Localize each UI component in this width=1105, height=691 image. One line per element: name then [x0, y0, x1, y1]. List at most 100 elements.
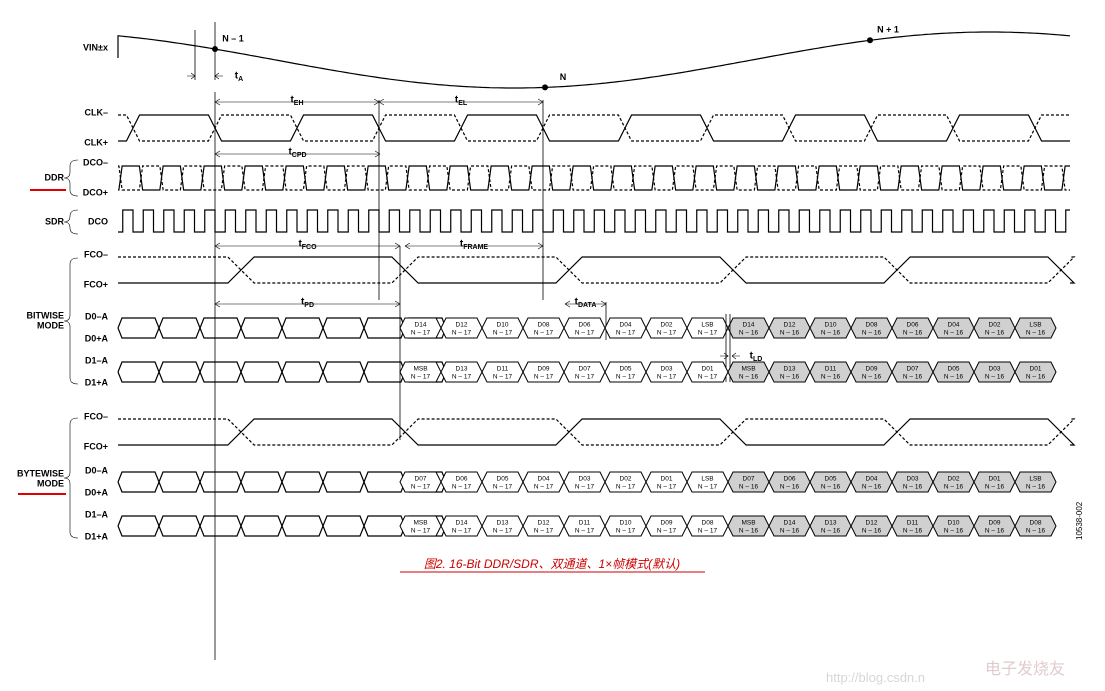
svg-text:D13: D13: [784, 366, 796, 373]
svg-text:N – 16: N – 16: [862, 330, 882, 337]
svg-text:D14: D14: [456, 520, 468, 527]
svg-text:N – 17: N – 17: [698, 484, 718, 491]
svg-text:DCO+: DCO+: [83, 187, 108, 197]
svg-text:N – 16: N – 16: [903, 374, 923, 381]
svg-text:D09: D09: [661, 520, 673, 527]
svg-text:D12: D12: [866, 520, 878, 527]
svg-text:tA: tA: [235, 71, 243, 83]
svg-text:MSB: MSB: [413, 520, 427, 527]
svg-text:DCO–: DCO–: [83, 157, 108, 167]
svg-text:CLK+: CLK+: [84, 137, 108, 147]
svg-text:N – 16: N – 16: [739, 330, 759, 337]
svg-text:N – 17: N – 17: [411, 484, 431, 491]
svg-text:D05: D05: [948, 366, 960, 373]
svg-text:LSB: LSB: [1029, 322, 1041, 329]
svg-text:N – 17: N – 17: [616, 374, 636, 381]
svg-text:N – 16: N – 16: [903, 484, 923, 491]
svg-text:N – 17: N – 17: [411, 528, 431, 535]
svg-text:BITWISE: BITWISE: [27, 310, 65, 320]
svg-text:D02: D02: [620, 476, 632, 483]
svg-text:N – 16: N – 16: [739, 374, 759, 381]
svg-text:N – 17: N – 17: [493, 528, 513, 535]
svg-text:N – 16: N – 16: [780, 484, 800, 491]
svg-text:tFRAME: tFRAME: [460, 239, 489, 251]
svg-text:N – 17: N – 17: [534, 374, 554, 381]
svg-text:D08: D08: [866, 322, 878, 329]
svg-text:D03: D03: [579, 476, 591, 483]
svg-text:N – 16: N – 16: [821, 528, 841, 535]
svg-text:D06: D06: [907, 322, 919, 329]
svg-text:D13: D13: [497, 520, 509, 527]
svg-text:tFCO: tFCO: [298, 239, 317, 251]
svg-text:D01: D01: [1030, 366, 1042, 373]
svg-text:N – 17: N – 17: [657, 484, 677, 491]
svg-text:N – 17: N – 17: [616, 330, 636, 337]
svg-text:N – 16: N – 16: [780, 374, 800, 381]
svg-text:N – 16: N – 16: [1026, 484, 1046, 491]
svg-text:D13: D13: [825, 520, 837, 527]
svg-text:N – 16: N – 16: [1026, 528, 1046, 535]
svg-text:N – 17: N – 17: [616, 484, 636, 491]
svg-text:DCO: DCO: [88, 216, 108, 226]
svg-text:N – 17: N – 17: [534, 330, 554, 337]
svg-text:D06: D06: [579, 322, 591, 329]
svg-text:N – 16: N – 16: [739, 528, 759, 535]
svg-text:FCO–: FCO–: [84, 411, 108, 421]
svg-text:N – 17: N – 17: [698, 330, 718, 337]
svg-text:D1+A: D1+A: [85, 531, 109, 541]
svg-text:N – 16: N – 16: [985, 528, 1005, 535]
svg-text:CLK–: CLK–: [84, 107, 108, 117]
svg-text:D12: D12: [538, 520, 550, 527]
svg-text:D07: D07: [415, 476, 427, 483]
svg-text:N – 16: N – 16: [944, 374, 964, 381]
svg-text:MODE: MODE: [37, 478, 64, 488]
svg-text:N – 17: N – 17: [534, 484, 554, 491]
svg-text:D0–A: D0–A: [85, 465, 109, 475]
svg-text:D08: D08: [1030, 520, 1042, 527]
svg-text:N – 16: N – 16: [944, 484, 964, 491]
svg-text:D08: D08: [702, 520, 714, 527]
svg-text:N – 17: N – 17: [452, 374, 472, 381]
svg-text:VIN±x: VIN±x: [83, 42, 108, 52]
svg-text:MSB: MSB: [741, 520, 755, 527]
svg-text:N – 17: N – 17: [657, 330, 677, 337]
svg-text:N – 17: N – 17: [575, 484, 595, 491]
svg-text:tEL: tEL: [455, 95, 468, 107]
svg-text:N – 16: N – 16: [821, 330, 841, 337]
svg-text:N – 17: N – 17: [411, 374, 431, 381]
svg-text:D06: D06: [784, 476, 796, 483]
svg-text:D01: D01: [661, 476, 673, 483]
svg-text:D03: D03: [661, 366, 673, 373]
svg-text:N – 16: N – 16: [985, 484, 1005, 491]
svg-text:FCO–: FCO–: [84, 249, 108, 259]
svg-text:D04: D04: [538, 476, 550, 483]
svg-text:LSB: LSB: [701, 322, 713, 329]
svg-text:N – 16: N – 16: [780, 330, 800, 337]
svg-text:N – 17: N – 17: [575, 330, 595, 337]
svg-text:D01: D01: [989, 476, 1001, 483]
svg-text:D14: D14: [784, 520, 796, 527]
svg-text:N – 16: N – 16: [944, 528, 964, 535]
svg-text:D09: D09: [538, 366, 550, 373]
svg-text:D04: D04: [620, 322, 632, 329]
svg-text:D04: D04: [866, 476, 878, 483]
svg-text:N – 17: N – 17: [411, 330, 431, 337]
svg-text:DDR: DDR: [45, 172, 65, 182]
svg-text:N – 17: N – 17: [657, 374, 677, 381]
svg-text:tPD: tPD: [301, 297, 314, 309]
svg-text:D05: D05: [825, 476, 837, 483]
svg-text:N – 16: N – 16: [739, 484, 759, 491]
svg-text:D10: D10: [948, 520, 960, 527]
svg-text:tDATA: tDATA: [575, 297, 597, 309]
svg-text:D10: D10: [825, 322, 837, 329]
svg-text:D12: D12: [784, 322, 796, 329]
watermark-logo: 电子发烧友: [985, 655, 1065, 679]
svg-text:D11: D11: [825, 366, 837, 373]
svg-text:tCPD: tCPD: [288, 147, 306, 159]
svg-text:N – 17: N – 17: [452, 528, 472, 535]
svg-text:D0+A: D0+A: [85, 333, 109, 343]
svg-text:D1+A: D1+A: [85, 377, 109, 387]
svg-text:N – 16: N – 16: [821, 374, 841, 381]
svg-text:D02: D02: [948, 476, 960, 483]
svg-text:N: N: [560, 72, 567, 82]
